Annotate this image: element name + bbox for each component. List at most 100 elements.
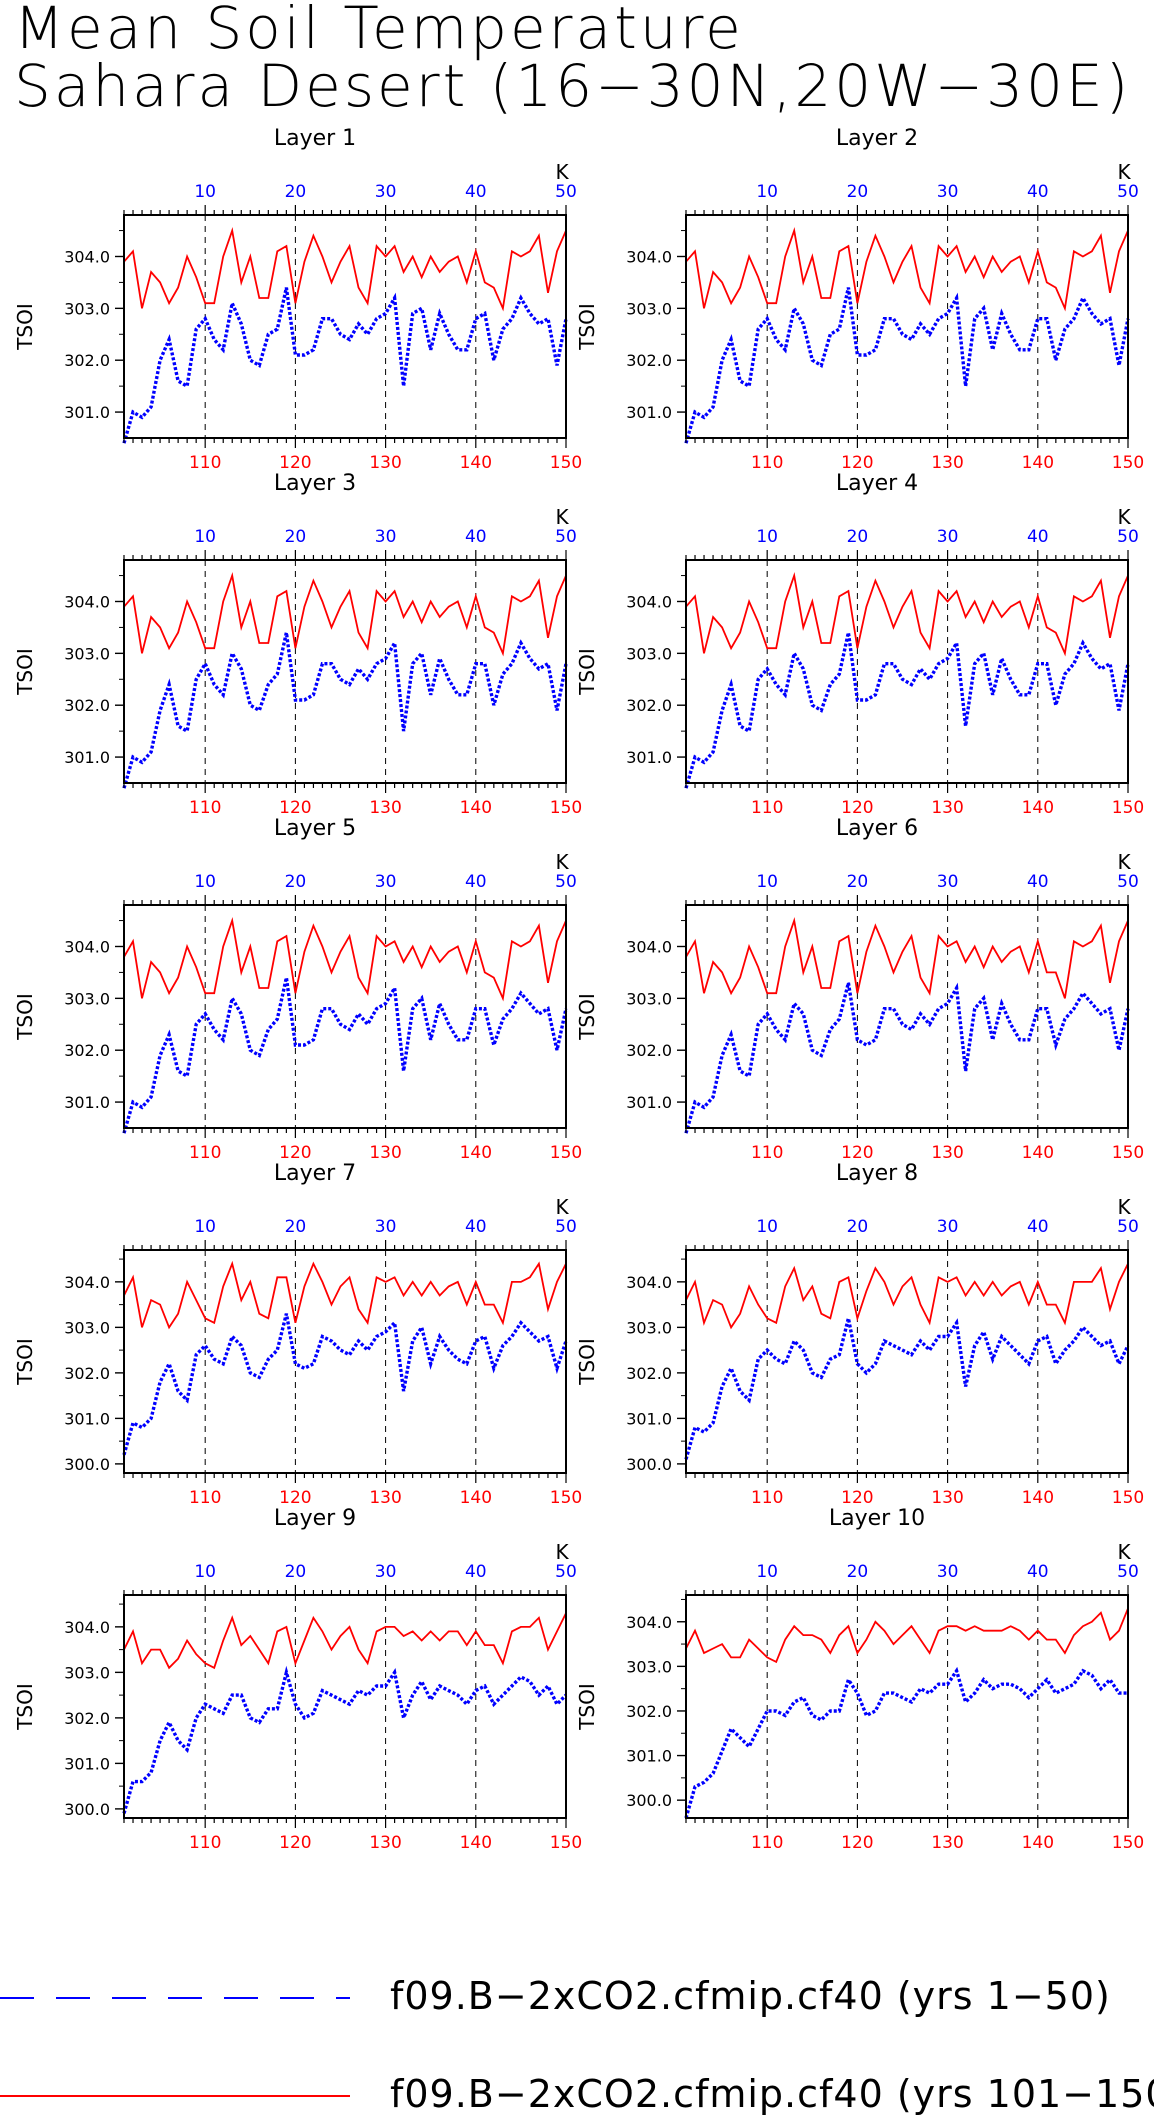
panel-8-top-tick-label: 50 <box>1117 1217 1139 1237</box>
panel-4-bottom-tick-label: 120 <box>841 798 873 818</box>
panel-4-y-axis-label: TSOI <box>575 648 599 696</box>
panel-5-top-tick-label: 30 <box>375 872 397 892</box>
panel-5-series-yrs-1-50 <box>122 977 568 1134</box>
panel-6-top-tick-label: 10 <box>756 872 778 892</box>
panel-3-series-yrs-1-50 <box>122 632 568 789</box>
panel-10-y-tick-label: 300.0 <box>626 1791 672 1810</box>
panel-2-y-tick-label: 304.0 <box>626 247 672 266</box>
panel-10-y-tick-label: 302.0 <box>626 1702 672 1721</box>
panel-9-y-tick-label: 301.0 <box>64 1754 110 1773</box>
panel-10-y-axis-label: TSOI <box>575 1683 599 1731</box>
panel-3-top-tick-label: 10 <box>194 527 216 547</box>
panel-1-bottom-tick-label: 130 <box>369 453 401 473</box>
panel-5-title: Layer 5 <box>274 816 356 841</box>
panel-8-y-tick-label: 301.0 <box>626 1409 672 1428</box>
panel-1-series-yrs-1-50 <box>122 287 568 444</box>
chart-title-line-2: Sahara Desert (16−30N,20W−30E) <box>14 52 1132 120</box>
panel-1-bottom-tick-label: 150 <box>550 453 582 473</box>
panel-1-y-axis-label: TSOI <box>13 303 37 351</box>
panel-3-series-yrs-101-150 <box>123 572 567 657</box>
panel-10-top-tick-label: 40 <box>1027 1562 1049 1582</box>
panel-9-top-tick-label: 40 <box>465 1562 487 1582</box>
panel-1-top-tick-label: 50 <box>555 182 577 202</box>
panel-9-y-tick-label: 302.0 <box>64 1709 110 1728</box>
panel-7-y-tick-label: 301.0 <box>64 1409 110 1428</box>
panel-9-bottom-tick-label: 140 <box>460 1833 492 1853</box>
panel-3-top-tick-label: 20 <box>285 527 307 547</box>
panel-7-top-tick-label: 30 <box>375 1217 397 1237</box>
panel-5-y-tick-label: 302.0 <box>64 1041 110 1060</box>
panel-7-top-axis-unit: K <box>555 1195 569 1219</box>
panel-3-bottom-tick-label: 150 <box>550 798 582 818</box>
panel-8-series-yrs-101-150 <box>685 1263 1129 1330</box>
panel-9-top-tick-label: 30 <box>375 1562 397 1582</box>
panel-8-top-tick-label: 20 <box>847 1217 869 1237</box>
chart-title-line-1: Mean Soil Temperature <box>14 0 744 62</box>
panel-3-top-axis-unit: K <box>555 505 569 529</box>
panel-4-series-yrs-101-150 <box>685 572 1129 657</box>
panel-10-top-tick-label: 20 <box>847 1562 869 1582</box>
panel-10-top-tick-label: 30 <box>937 1562 959 1582</box>
panel-7-top-tick-label: 10 <box>194 1217 216 1237</box>
panel-9-y-tick-label: 304.0 <box>64 1618 110 1637</box>
panel-9-bottom-tick-label: 110 <box>189 1833 221 1853</box>
panel-1-bottom-tick-label: 110 <box>189 453 221 473</box>
panel-3-y-tick-label: 301.0 <box>64 748 110 767</box>
panel-10-y-tick-label: 301.0 <box>626 1747 672 1766</box>
panel-2-y-tick-label: 301.0 <box>626 403 672 422</box>
panel-2-series-yrs-1-50 <box>684 287 1130 444</box>
panel-1-plot-frame <box>123 214 567 439</box>
panel-9-series-yrs-1-50 <box>122 1665 568 1814</box>
panel-3-y-tick-label: 304.0 <box>64 592 110 611</box>
panel-6-y-tick-label: 301.0 <box>626 1093 672 1112</box>
panel-9-y-tick-label: 303.0 <box>64 1663 110 1682</box>
panel-5-bottom-tick-label: 110 <box>189 1143 221 1163</box>
panel-10-series-yrs-101-150 <box>685 1608 1129 1664</box>
panel-8-series-yrs-1-50 <box>684 1317 1130 1460</box>
panel-2-y-tick-label: 302.0 <box>626 351 672 370</box>
panel-8-bottom-tick-label: 120 <box>841 1488 873 1508</box>
panel-6-plot-frame <box>685 904 1129 1129</box>
panel-4-plot-frame <box>685 559 1129 784</box>
panel-10-bottom-tick-label: 130 <box>931 1833 963 1853</box>
panel-10-bottom-tick-label: 110 <box>751 1833 783 1853</box>
panel-8-bottom-tick-label: 150 <box>1112 1488 1144 1508</box>
panel-10-top-tick-label: 50 <box>1117 1562 1139 1582</box>
panel-7-top-tick-label: 50 <box>555 1217 577 1237</box>
panel-4-top-tick-label: 30 <box>937 527 959 547</box>
panel-2-bottom-tick-label: 150 <box>1112 453 1144 473</box>
panel-8-top-tick-label: 40 <box>1027 1217 1049 1237</box>
panel-2-y-tick-label: 303.0 <box>626 299 672 318</box>
panel-9-plot-frame <box>123 1594 567 1819</box>
panel-1-y-tick-label: 303.0 <box>64 299 110 318</box>
panel-9-y-axis-label: TSOI <box>13 1683 37 1731</box>
panel-8-y-axis-label: TSOI <box>575 1338 599 1386</box>
panel-7-bottom-tick-label: 120 <box>279 1488 311 1508</box>
panel-4-y-tick-label: 302.0 <box>626 696 672 715</box>
panel-6-bottom-tick-label: 140 <box>1022 1143 1054 1163</box>
panel-2-bottom-tick-label: 140 <box>1022 453 1054 473</box>
panel-3-plot-frame <box>123 559 567 784</box>
panel-1-bottom-tick-label: 140 <box>460 453 492 473</box>
panel-1-y-tick-label: 304.0 <box>64 247 110 266</box>
panel-8-y-tick-label: 302.0 <box>626 1364 672 1383</box>
panel-7-title: Layer 7 <box>274 1161 356 1186</box>
panel-6-y-tick-label: 304.0 <box>626 937 672 956</box>
panel-7-plot-frame <box>123 1249 567 1474</box>
panel-6-top-tick-label: 50 <box>1117 872 1139 892</box>
panel-9-bottom-tick-label: 120 <box>279 1833 311 1853</box>
panel-4-title: Layer 4 <box>836 471 918 496</box>
panel-3-bottom-tick-label: 110 <box>189 798 221 818</box>
panel-3-title: Layer 3 <box>274 471 356 496</box>
panel-5-y-axis-label: TSOI <box>13 993 37 1041</box>
panel-7-series-yrs-101-150 <box>123 1260 567 1330</box>
panel-10-bottom-tick-label: 120 <box>841 1833 873 1853</box>
panel-4-top-tick-label: 10 <box>756 527 778 547</box>
panel-8-title: Layer 8 <box>836 1161 918 1186</box>
panel-7-y-tick-label: 303.0 <box>64 1318 110 1337</box>
panel-10-series-yrs-1-50 <box>684 1666 1128 1819</box>
panel-6-bottom-tick-label: 110 <box>751 1143 783 1163</box>
panel-6-y-tick-label: 302.0 <box>626 1041 672 1060</box>
panel-1-bottom-tick-label: 120 <box>279 453 311 473</box>
panel-8-y-tick-label: 304.0 <box>626 1273 672 1292</box>
